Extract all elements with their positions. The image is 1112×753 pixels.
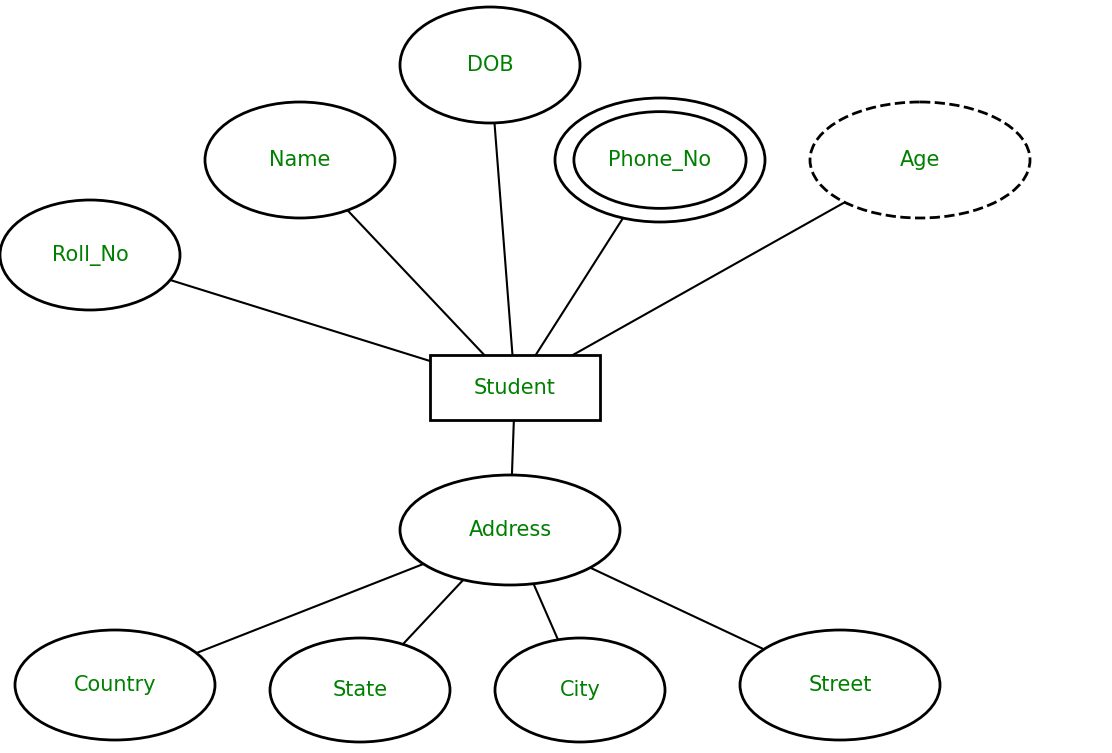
Text: Street: Street xyxy=(808,675,872,695)
Text: Phone_No: Phone_No xyxy=(608,150,712,170)
Ellipse shape xyxy=(555,98,765,222)
Ellipse shape xyxy=(400,7,580,123)
Ellipse shape xyxy=(739,630,940,740)
Text: Age: Age xyxy=(900,150,940,170)
Ellipse shape xyxy=(574,111,746,209)
Text: DOB: DOB xyxy=(467,55,514,75)
FancyBboxPatch shape xyxy=(430,355,600,420)
Ellipse shape xyxy=(14,630,215,740)
Ellipse shape xyxy=(205,102,395,218)
Text: Student: Student xyxy=(474,377,556,398)
Ellipse shape xyxy=(495,638,665,742)
Text: Address: Address xyxy=(468,520,552,540)
Text: State: State xyxy=(332,680,388,700)
Text: Roll_No: Roll_No xyxy=(51,245,128,266)
Text: Name: Name xyxy=(269,150,330,170)
Text: City: City xyxy=(559,680,600,700)
Ellipse shape xyxy=(810,102,1030,218)
Text: Country: Country xyxy=(73,675,157,695)
Ellipse shape xyxy=(270,638,450,742)
Ellipse shape xyxy=(0,200,180,310)
Ellipse shape xyxy=(400,475,620,585)
